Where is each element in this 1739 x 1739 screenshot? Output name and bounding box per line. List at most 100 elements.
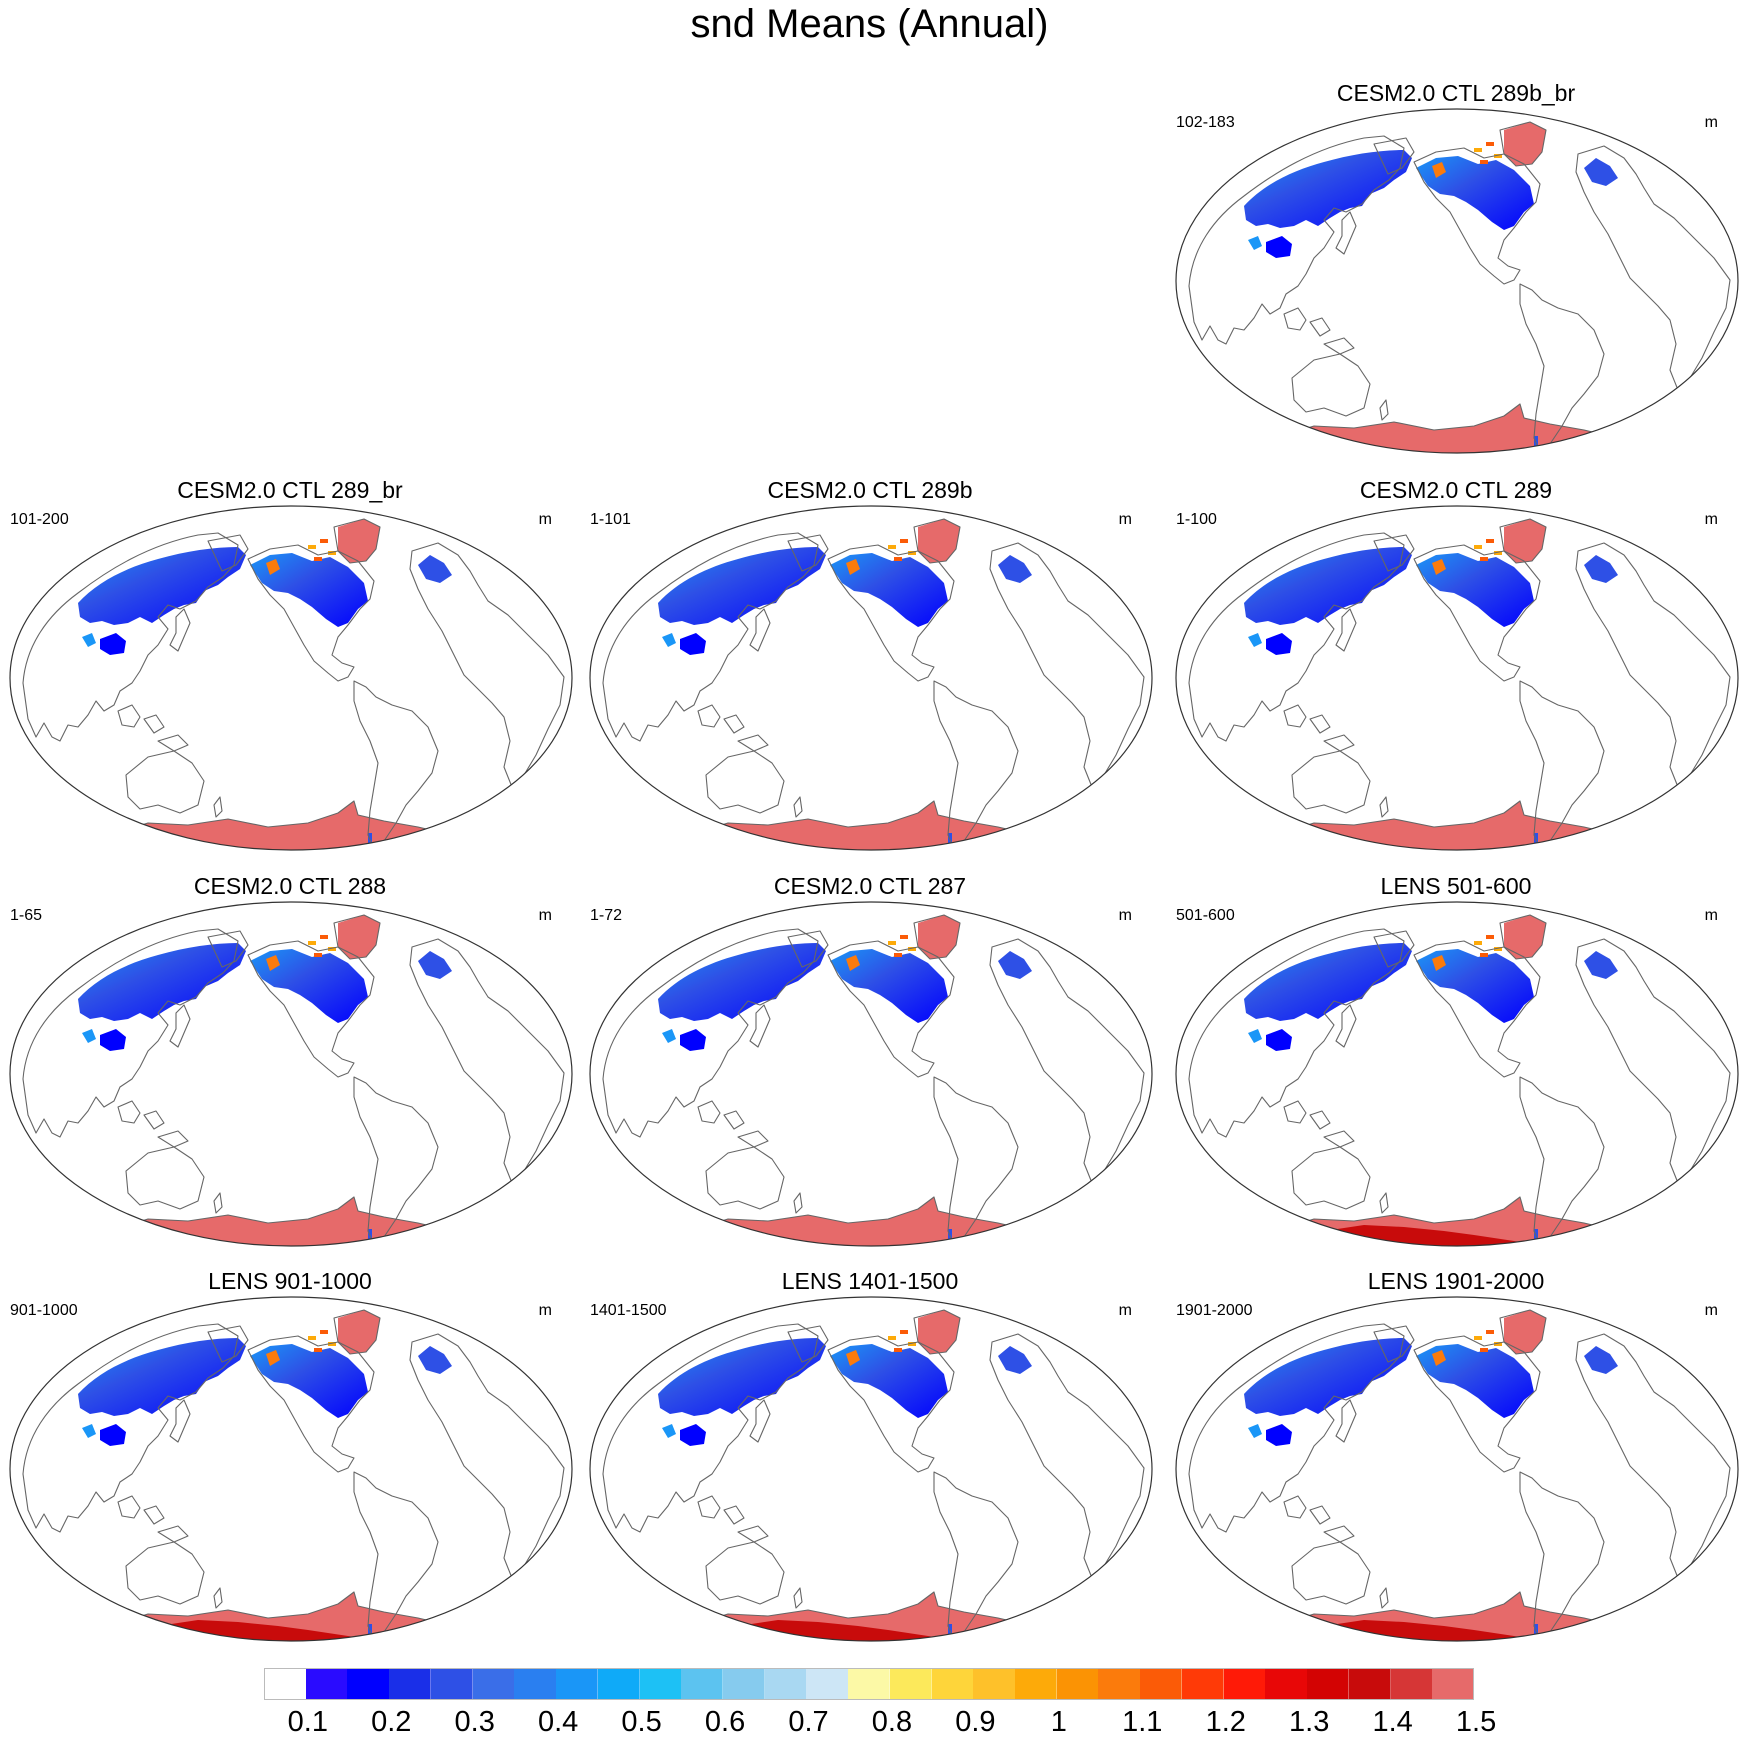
- colorbar-box: [597, 1668, 640, 1700]
- colorbar-box: [681, 1668, 724, 1700]
- coastline: [22, 1323, 239, 1533]
- alaska-deep-snow: [266, 955, 280, 971]
- colorbar-tick-label: 1: [1050, 1706, 1067, 1738]
- panel-title: CESM2.0 CTL 288: [193, 873, 387, 899]
- archipelago-deep-snow: [314, 557, 322, 561]
- coastline: [1283, 704, 1307, 728]
- coastline: [723, 714, 745, 734]
- coastline: [169, 1004, 191, 1048]
- panel-units: m: [1704, 511, 1718, 528]
- colorbar-tick-label: 0.5: [621, 1706, 662, 1738]
- archipelago-deep-snow: [1480, 1348, 1488, 1352]
- coastline: [169, 608, 191, 652]
- coastline: [125, 750, 205, 814]
- coastline: [913, 914, 961, 960]
- map-border: [9, 901, 573, 1247]
- coastline: [827, 1335, 955, 1473]
- map-svg: [589, 505, 1153, 851]
- colorbar-box: [1098, 1668, 1141, 1700]
- alaska-deep-snow: [846, 559, 860, 575]
- coastline: [1188, 1323, 1405, 1533]
- coastline: [1309, 1505, 1331, 1525]
- andes-snow: [948, 1624, 952, 1634]
- coastline: [1335, 608, 1357, 652]
- coastline: [1283, 1495, 1307, 1519]
- tibet-snow-small: [1248, 633, 1262, 647]
- archipelago-deep-snow: [894, 557, 902, 561]
- coastline: [333, 914, 381, 960]
- map-border: [589, 901, 1153, 1247]
- archipelago-deep-snow: [1474, 1336, 1482, 1340]
- coastline: [913, 518, 961, 564]
- tibet-snow: [100, 1424, 126, 1446]
- map-panel: CESM2.0 CTL 287 1-72 m: [580, 873, 1160, 1273]
- tibet-snow: [1266, 1029, 1292, 1051]
- map-panel: LENS 1901-2000 1901-2000 m: [1166, 1268, 1739, 1668]
- alaska-deep-snow: [846, 955, 860, 971]
- coastline: [1309, 714, 1331, 734]
- coastline: [1309, 1110, 1331, 1130]
- tibet-snow: [100, 1029, 126, 1051]
- eurasia-snow: [78, 1338, 246, 1416]
- map-svg: [1175, 901, 1739, 1247]
- coastline: [787, 930, 829, 968]
- tibet-snow-small: [1248, 1029, 1262, 1043]
- panel-title: LENS 901-1000: [208, 1268, 372, 1294]
- colorbar-box: [430, 1668, 474, 1700]
- archipelago-deep-snow: [888, 545, 896, 549]
- archipelago-deep-snow: [1474, 148, 1482, 152]
- andes-snow: [1534, 1229, 1538, 1239]
- europe-snow: [998, 951, 1032, 979]
- coastline: [697, 704, 721, 728]
- greenland-snow: [1504, 915, 1546, 959]
- panel-years: 501-600: [1176, 907, 1235, 924]
- map-svg: [9, 505, 573, 851]
- coastline: [793, 796, 803, 818]
- panel-title: LENS 1401-1500: [781, 1268, 959, 1294]
- coastline: [22, 928, 239, 1138]
- andes-snow: [368, 833, 372, 843]
- andes-snow: [948, 1229, 952, 1239]
- north-america-snow: [1416, 553, 1534, 627]
- archipelago-deep-snow: [328, 551, 336, 555]
- colorbar-tick-label: 1.2: [1205, 1706, 1246, 1738]
- panel-years: 102-183: [1176, 114, 1235, 131]
- greenland-snow: [918, 519, 960, 563]
- coastline: [705, 1146, 785, 1210]
- archipelago-deep-snow: [1480, 953, 1488, 957]
- colorbar-tick-label: 0.9: [955, 1706, 996, 1738]
- colorbar-box: [1432, 1668, 1475, 1700]
- coastline: [1291, 1541, 1371, 1605]
- greenland-snow: [338, 915, 380, 959]
- coastline: [827, 544, 955, 682]
- panel-years: 1-65: [10, 907, 43, 924]
- antarctica-snow: [684, 1197, 1068, 1246]
- archipelago-deep-snow: [314, 953, 322, 957]
- colorbar-box: [556, 1668, 599, 1700]
- archipelago-deep-snow: [908, 551, 916, 555]
- archipelago-deep-snow: [908, 1342, 916, 1346]
- archipelago-deep-snow: [1486, 142, 1494, 146]
- colorbar: [264, 1668, 1475, 1702]
- panel-units: m: [1118, 907, 1132, 924]
- coastline: [602, 1323, 819, 1533]
- coastline: [1291, 353, 1371, 417]
- coastline: [157, 1130, 189, 1148]
- coastline: [1379, 796, 1389, 818]
- alaska-deep-snow: [1432, 559, 1446, 575]
- coastline: [1373, 930, 1415, 968]
- archipelago-deep-snow: [894, 1348, 902, 1352]
- panel-title: LENS 1901-2000: [1367, 1268, 1545, 1294]
- europe-snow: [1584, 951, 1618, 979]
- archipelago-deep-snow: [888, 941, 896, 945]
- archipelago-deep-snow: [308, 1336, 316, 1340]
- panel-title: CESM2.0 CTL 289b_br: [1336, 80, 1576, 106]
- coastline: [602, 928, 819, 1138]
- archipelago-deep-snow: [320, 935, 328, 939]
- coastline: [1335, 211, 1357, 255]
- andes-snow: [1534, 436, 1538, 446]
- coastline: [793, 1192, 803, 1214]
- tibet-snow-small: [82, 1029, 96, 1043]
- colorbar-tick-label: 0.7: [788, 1706, 829, 1738]
- panel-title: CESM2.0 CTL 289_br: [177, 477, 403, 503]
